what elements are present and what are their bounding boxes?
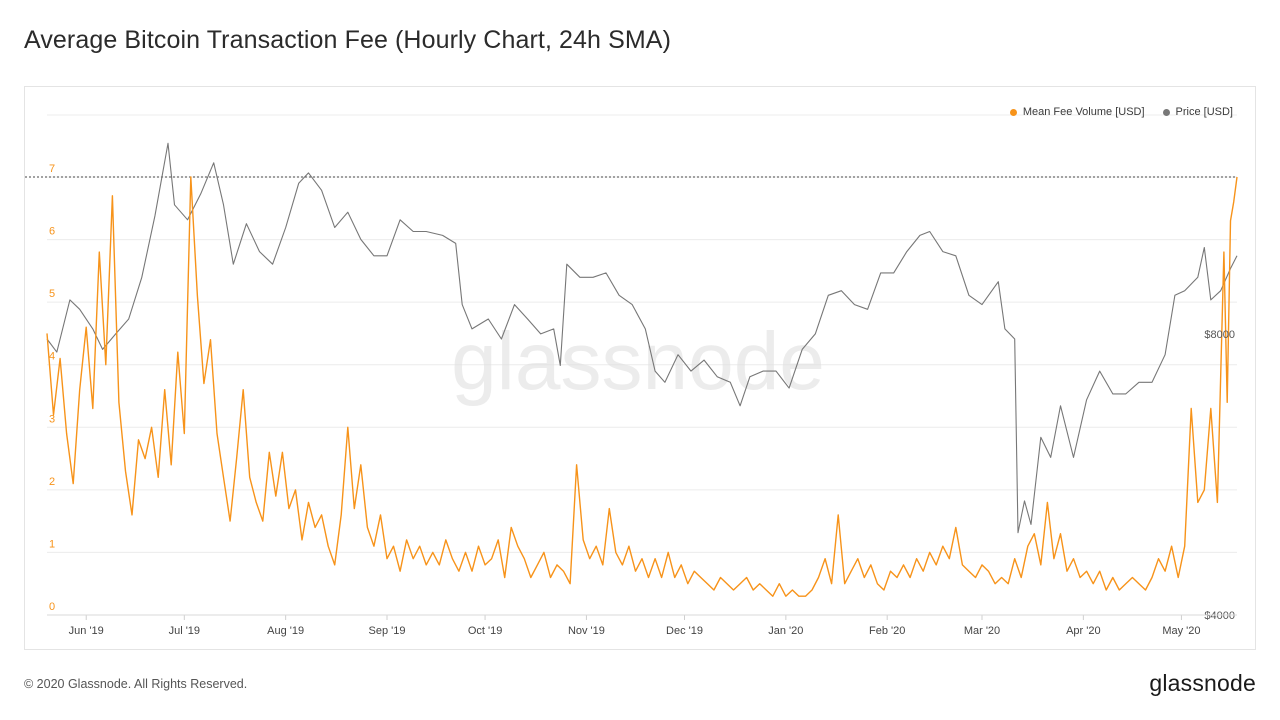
y-left-tick-label: 3 [49, 413, 55, 425]
y-left-tick-label: 5 [49, 288, 55, 300]
x-tick-label: Nov '19 [568, 625, 605, 637]
y-right-tick-label: $8000 [1204, 329, 1235, 341]
y-left-tick-label: 4 [49, 351, 55, 363]
glassnode-logo[interactable]: glassnode [1149, 670, 1256, 696]
y-left-tick-label: 7 [49, 163, 55, 175]
fee-series [46, 176, 1238, 597]
x-tick-label: Oct '19 [468, 625, 503, 637]
x-tick-label: Feb '20 [869, 625, 905, 637]
x-tick-label: May '20 [1162, 625, 1200, 637]
x-tick-label: Apr '20 [1066, 625, 1101, 637]
x-tick-label: Jan '20 [768, 625, 803, 637]
legend-label-price: Price [USD] [1175, 106, 1233, 118]
price-series [46, 142, 1238, 534]
chart-legend: Mean Fee Volume [USD] Price [USD] [1009, 106, 1233, 118]
chart-panel: glassnode 0 1 2 3 4 5 6 7 $4000 $8000 Jun '19 Jul… [24, 86, 1256, 650]
legend-dot-price [1162, 108, 1170, 116]
copyright-text: © 2020 Glassnode. All Rights Reserved. [24, 677, 248, 691]
y-left-tick-label: 1 [49, 538, 55, 550]
y-right-tick-label: $4000 [1204, 610, 1235, 622]
legend-dot-fee [1009, 108, 1017, 116]
legend-item-price[interactable]: Price [USD] [1162, 106, 1233, 118]
watermark-text: glassnode [451, 316, 825, 407]
page-title: Average Bitcoin Transaction Fee (Hourly … [24, 26, 671, 54]
x-tick-label: Jul '19 [169, 625, 200, 637]
x-tick-label: Sep '19 [369, 625, 406, 637]
y-left-tick-label: 6 [49, 226, 55, 238]
y-axis-left: 0 1 2 3 4 5 6 7 [49, 163, 55, 613]
fee-series-line [46, 176, 1238, 597]
y-left-tick-label: 2 [49, 476, 55, 488]
x-tick-label: Dec '19 [666, 625, 703, 637]
price-series-line [46, 142, 1238, 534]
legend-item-fee[interactable]: Mean Fee Volume [USD] [1009, 106, 1145, 118]
x-tick-label: Aug '19 [267, 625, 304, 637]
x-axis: Jun '19 Jul '19 Aug '19 Sep '19 Oct '19 Nov '… [47, 614, 1237, 637]
chart-svg: glassnode 0 1 2 3 4 5 6 7 $4000 $8000 Jun '19 Jul… [25, 114, 1238, 637]
x-tick-label: Jun '19 [69, 625, 104, 637]
x-tick-label: Mar '20 [964, 625, 1000, 637]
legend-label-fee: Mean Fee Volume [USD] [1022, 106, 1145, 118]
y-axis-right: $4000 $8000 [1204, 329, 1235, 622]
y-left-tick-label: 0 [49, 601, 55, 613]
